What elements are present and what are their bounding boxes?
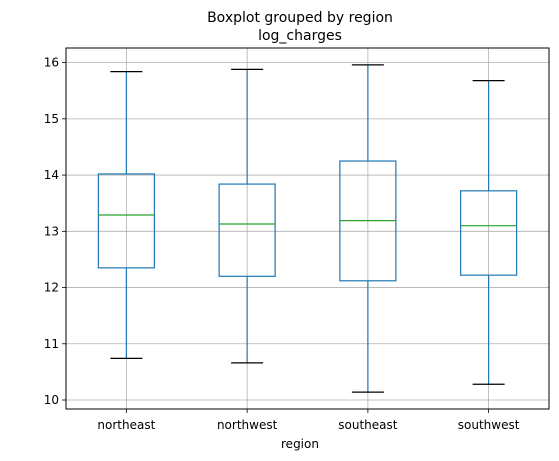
y-tick-label: 14 bbox=[44, 168, 59, 182]
box-northeast bbox=[97, 71, 155, 359]
box-southeast bbox=[339, 64, 397, 393]
y-tick-label: 13 bbox=[44, 224, 59, 238]
box-northwest bbox=[218, 68, 276, 364]
y-tick-label: 15 bbox=[44, 112, 59, 126]
y-tick-label: 10 bbox=[44, 393, 59, 407]
iqr-box bbox=[97, 173, 155, 269]
x-tick-label: northwest bbox=[217, 418, 278, 432]
axis-ticks: 10 11 12 13 14 15 16 northeast northwest southeas… bbox=[44, 56, 520, 432]
boxes bbox=[97, 64, 518, 393]
y-tick-label: 12 bbox=[44, 281, 59, 295]
iqr-box bbox=[218, 183, 276, 277]
x-axis-label: region bbox=[281, 437, 319, 451]
chart-subtitle: log_charges bbox=[258, 28, 342, 44]
box-southwest bbox=[460, 80, 518, 385]
x-tick-label: southeast bbox=[338, 418, 397, 432]
iqr-box bbox=[460, 190, 518, 276]
y-tick-label: 16 bbox=[44, 56, 59, 70]
chart-title: Boxplot grouped by region bbox=[207, 10, 393, 26]
x-tick-label: northeast bbox=[97, 418, 155, 432]
x-tick-label: southwest bbox=[458, 418, 520, 432]
plot-frame bbox=[65, 47, 550, 410]
y-tick-label: 11 bbox=[44, 337, 59, 351]
grid-lines bbox=[66, 48, 549, 409]
